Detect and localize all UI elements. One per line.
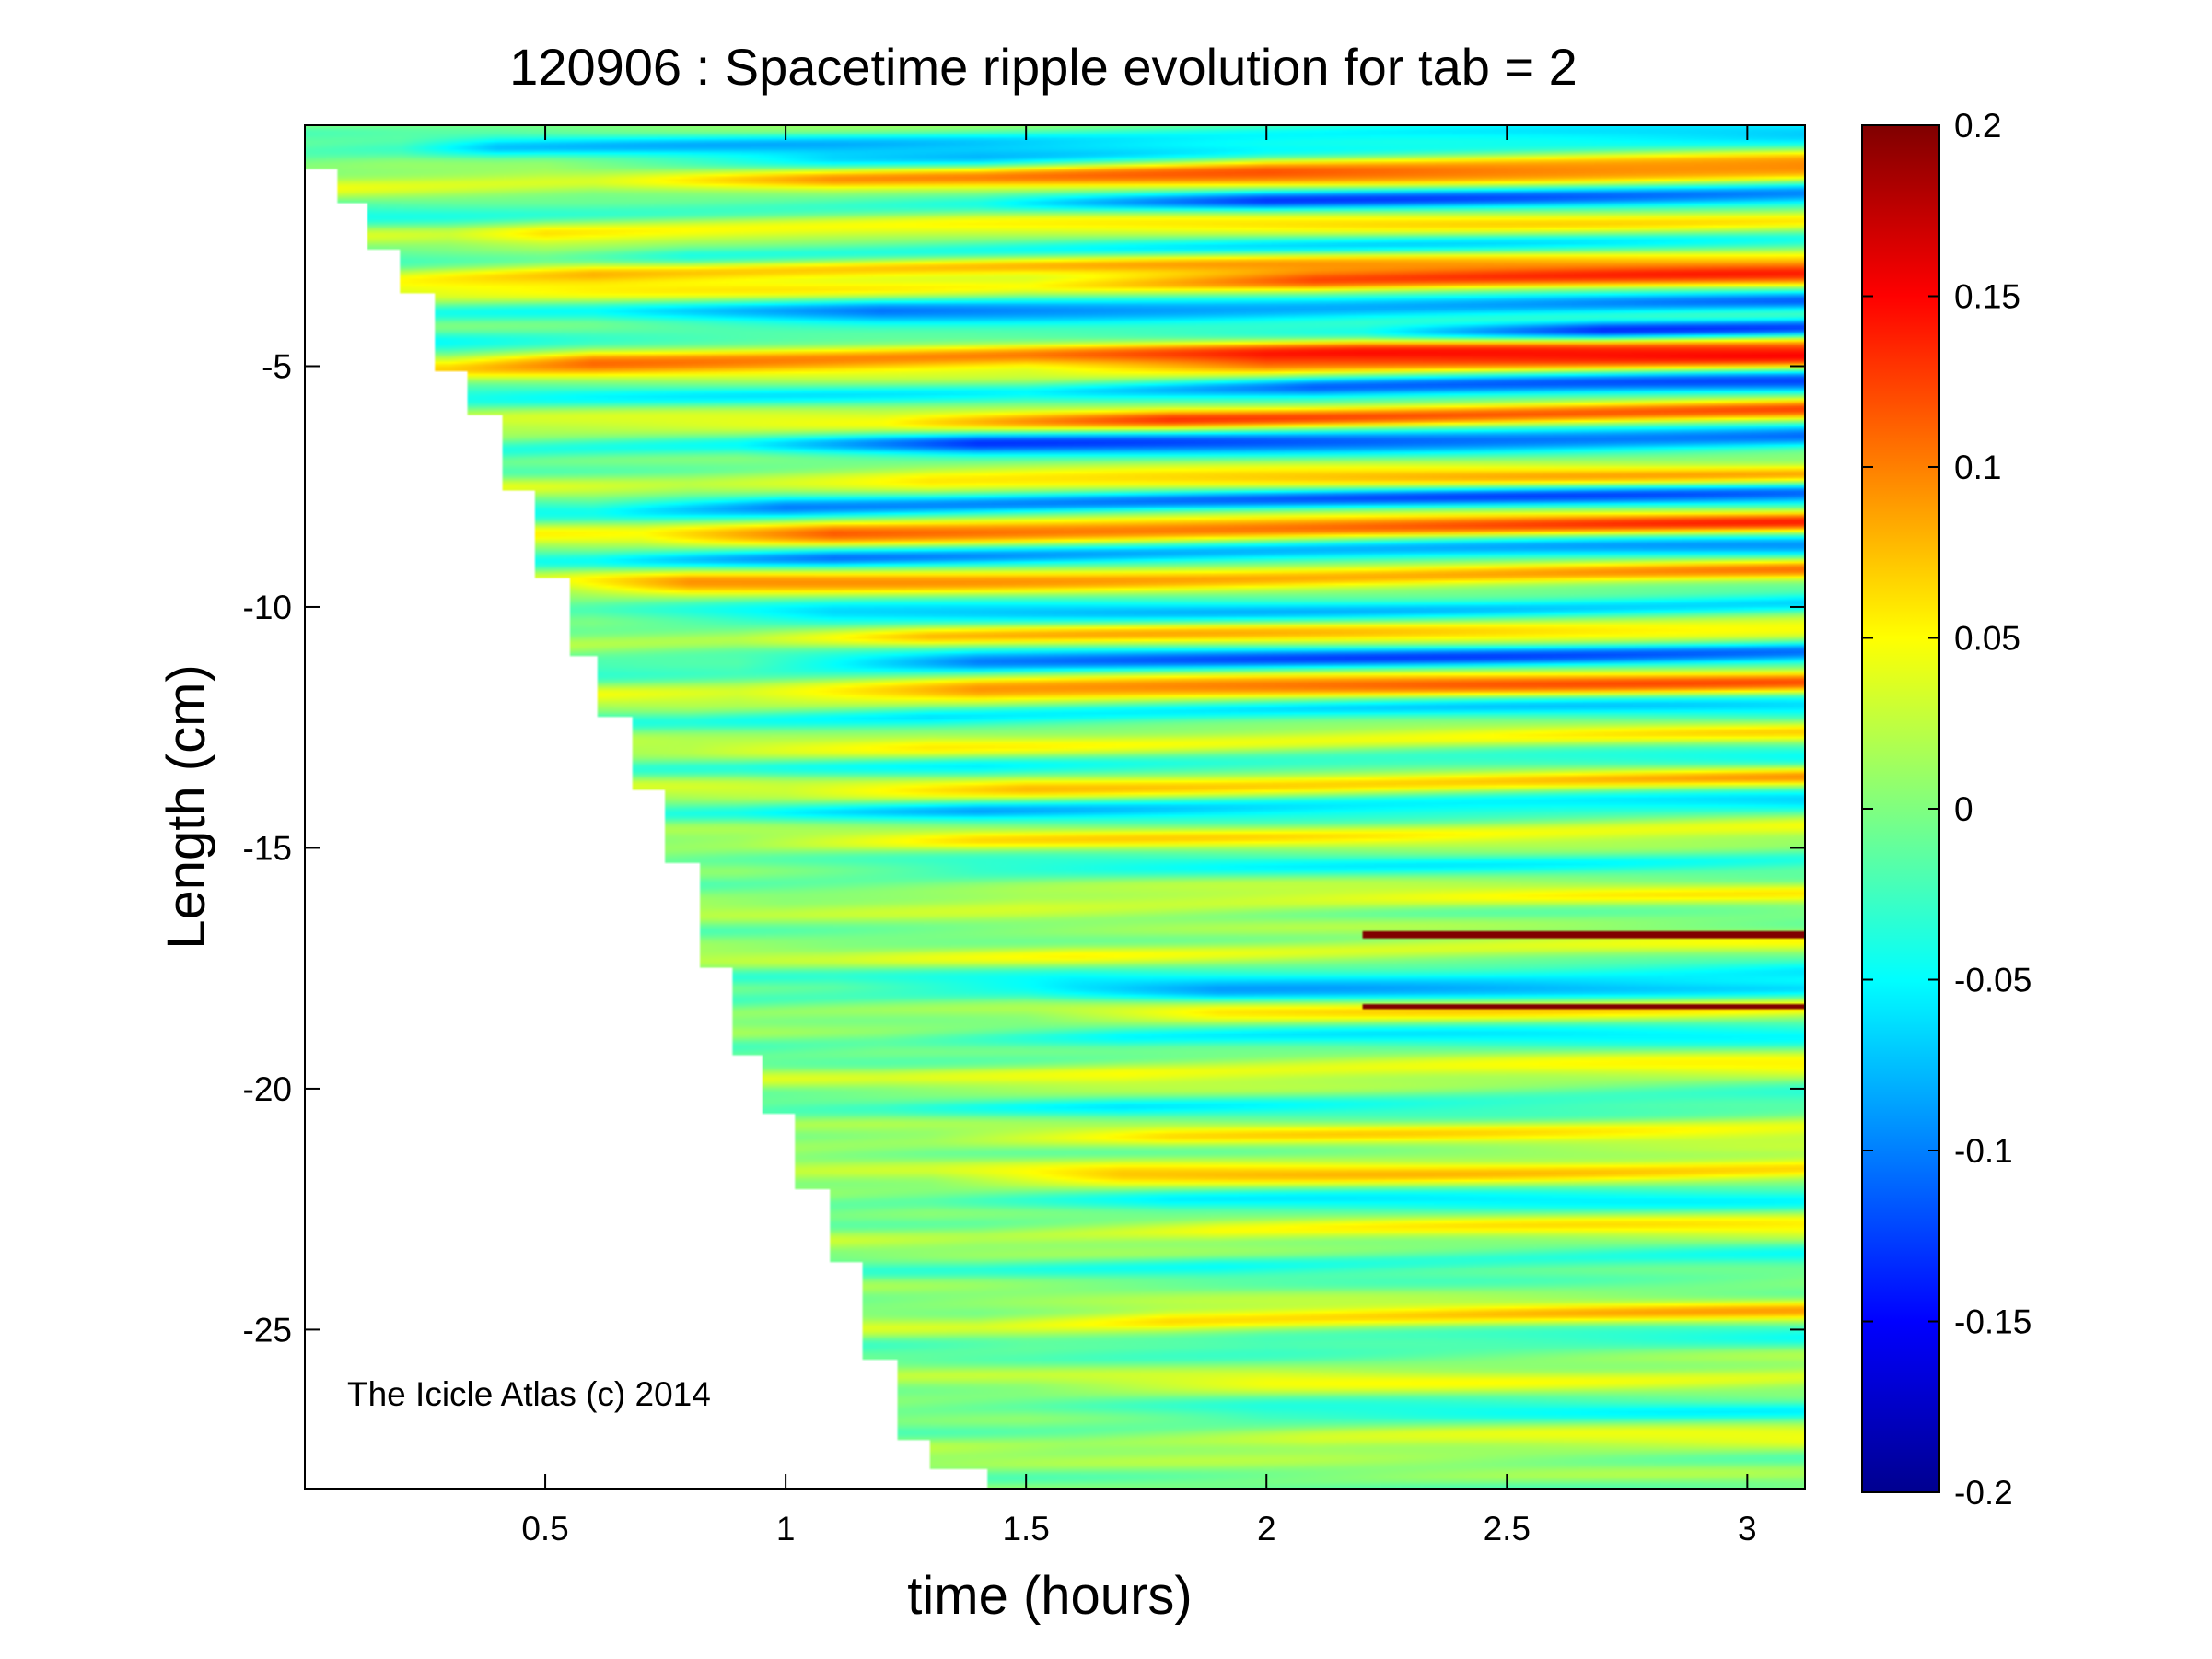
- colorbar: 0.2 0.15 0.1 0.05 0 -0.05 -0.1 -0.15 -0.2: [1861, 107, 2032, 1512]
- plot-frame: [304, 124, 1806, 1490]
- heatmap-image: [305, 125, 1805, 1489]
- chart-title: 120906 : Spacetime ripple evolution for …: [509, 38, 1578, 96]
- colorbar-tick-label: 0.2: [1954, 107, 2001, 145]
- colorbar-tick-label: -0.05: [1954, 962, 2032, 999]
- x-axis-ticks: 0.5 1 1.5 2 2.5 3: [521, 125, 1757, 1548]
- colorbar-gradient: [1861, 124, 1940, 1493]
- x-tick-label: 1.5: [1002, 1510, 1049, 1548]
- y-tick-label: -5: [262, 347, 292, 385]
- colorbar-tick-label: 0: [1954, 790, 1973, 828]
- x-tick-label: 2: [1257, 1510, 1276, 1548]
- x-axis-label: time (hours): [907, 1566, 1192, 1626]
- colorbar-tick-label: -0.1: [1954, 1132, 2013, 1170]
- y-tick-label: -10: [243, 589, 292, 626]
- colorbar-tick-label: -0.2: [1954, 1474, 2013, 1512]
- x-tick-label: 3: [1738, 1510, 1757, 1548]
- heatmap-area: 0.5 1 1.5 2 2.5 3 -5 -10 -15 -20 -25: [243, 124, 1806, 1548]
- y-tick-label: -15: [243, 829, 292, 867]
- x-tick-label: 1: [776, 1510, 796, 1548]
- watermark-annotation: The Icicle Atlas (c) 2014: [347, 1375, 711, 1413]
- y-tick-label: -25: [243, 1311, 292, 1349]
- y-axis-label: Length (cm): [157, 664, 216, 949]
- y-tick-label: -20: [243, 1070, 292, 1108]
- colorbar-tick-label: 0.15: [1954, 278, 2020, 316]
- y-axis-ticks: -5 -10 -15 -20 -25: [243, 347, 1805, 1349]
- x-tick-label: 2.5: [1484, 1510, 1531, 1548]
- colorbar-ticks: 0.2 0.15 0.1 0.05 0 -0.05 -0.1 -0.15 -0.2: [1862, 107, 2032, 1512]
- colorbar-tick-label: 0.05: [1954, 620, 2020, 658]
- colorbar-tick-label: -0.15: [1954, 1303, 2032, 1341]
- colorbar-tick-label: 0.1: [1954, 449, 2001, 486]
- x-tick-label: 0.5: [521, 1510, 568, 1548]
